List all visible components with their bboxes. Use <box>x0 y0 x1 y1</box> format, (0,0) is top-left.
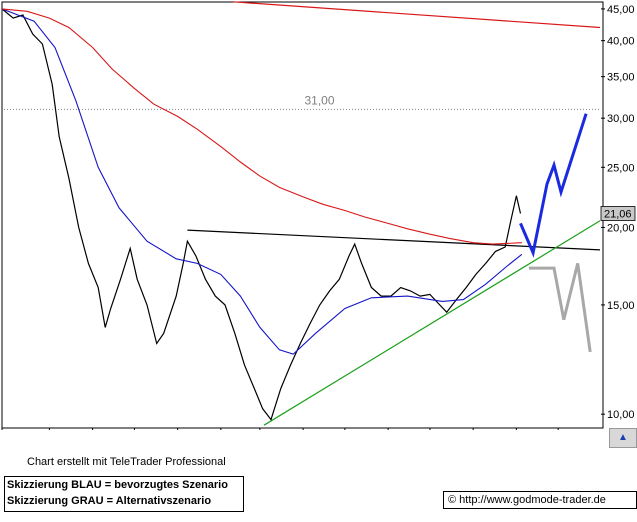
y-tick-label: 15,00 <box>607 300 635 312</box>
chart-credit: Chart erstellt mit TeleTrader Profession… <box>27 456 226 468</box>
moving-average-short-line <box>1 8 523 355</box>
gray-alternative-scenario <box>528 263 592 353</box>
y-tick-label: 35,00 <box>607 72 635 84</box>
y-tick-label: 25,00 <box>607 162 635 174</box>
legend-gray: Skizzierung GRAU = Alternativszenario <box>7 495 212 507</box>
y-tick-label: 10,00 <box>607 409 635 421</box>
green-uptrend-trendline <box>263 220 601 426</box>
copyright-icon: © <box>448 494 457 506</box>
price-chart: 10,00 15,00 20,00 25,00 30,00 35,00 40,00 45,00… <box>1 1 636 430</box>
red-downtrend-trendline <box>233 1 601 29</box>
y-tick-label: 30,00 <box>607 113 635 125</box>
y-tick-label: 40,00 <box>607 36 635 48</box>
source-url[interactable]: © http://www.godmode-trader.de <box>443 491 637 509</box>
plot-frame <box>1 1 604 429</box>
blue-preferred-scenario <box>519 113 588 258</box>
moving-average-long-line <box>1 8 522 245</box>
scenario-legend: Skizzierung BLAU = bevorzugtes Szenario … <box>4 476 244 512</box>
url-text: http://www.godmode-trader.de <box>459 494 606 506</box>
last-price-label: 21,06 <box>604 209 632 221</box>
resistance-label: 31,00 <box>304 93 334 107</box>
price-line <box>1 8 522 421</box>
y-tick-label: 20,00 <box>607 222 635 234</box>
last-price-box <box>600 206 636 221</box>
y-tick-label: 45,00 <box>607 4 635 16</box>
chart-nav-icon[interactable]: ▲ <box>609 428 637 448</box>
legend-blue: Skizzierung BLAU = bevorzugtes Szenario <box>7 479 228 491</box>
